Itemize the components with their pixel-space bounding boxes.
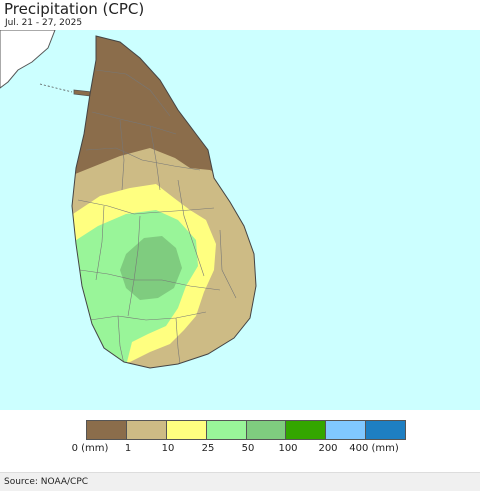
legend-label-3: 25	[201, 443, 215, 454]
zone-50-100mm	[120, 236, 182, 300]
source-credit: Source: NOAA/CPC	[4, 477, 89, 487]
legend-color-bar	[86, 420, 406, 440]
legend-labels: 0 (mm) 1 10 25 50 100 200 400 (mm)	[0, 443, 480, 457]
footer-bar: Source: NOAA/CPC	[0, 472, 480, 491]
legend-label-1: 1	[124, 443, 132, 454]
legend-swatch-6	[326, 421, 367, 439]
date-range: Jul. 21 - 27, 2025	[5, 18, 83, 28]
legend-swatch-5	[286, 421, 327, 439]
sri-lanka-coastline	[71, 35, 257, 369]
legend-swatch-1	[126, 421, 167, 439]
legend-label-0: 0 (mm)	[71, 443, 109, 454]
precipitation-map	[0, 30, 480, 410]
legend-swatch-3	[206, 421, 247, 439]
map-title: Precipitation (CPC)	[4, 0, 145, 18]
legend-swatch-7	[366, 421, 405, 439]
precip-zones	[72, 36, 256, 368]
legend-label-4: 50	[241, 443, 255, 454]
legend-label-5: 100	[278, 443, 298, 454]
legend-label-6: 200	[318, 443, 338, 454]
legend-swatch-0	[87, 421, 127, 439]
legend-swatch-4	[246, 421, 287, 439]
india-landmass	[0, 30, 56, 89]
legend-label-7: 400 (mm)	[349, 443, 399, 454]
legend-label-2: 10	[161, 443, 175, 454]
legend-swatch-2	[166, 421, 207, 439]
district-borders	[77, 69, 237, 365]
map-canvas	[0, 30, 480, 410]
adams-bridge	[39, 83, 73, 93]
